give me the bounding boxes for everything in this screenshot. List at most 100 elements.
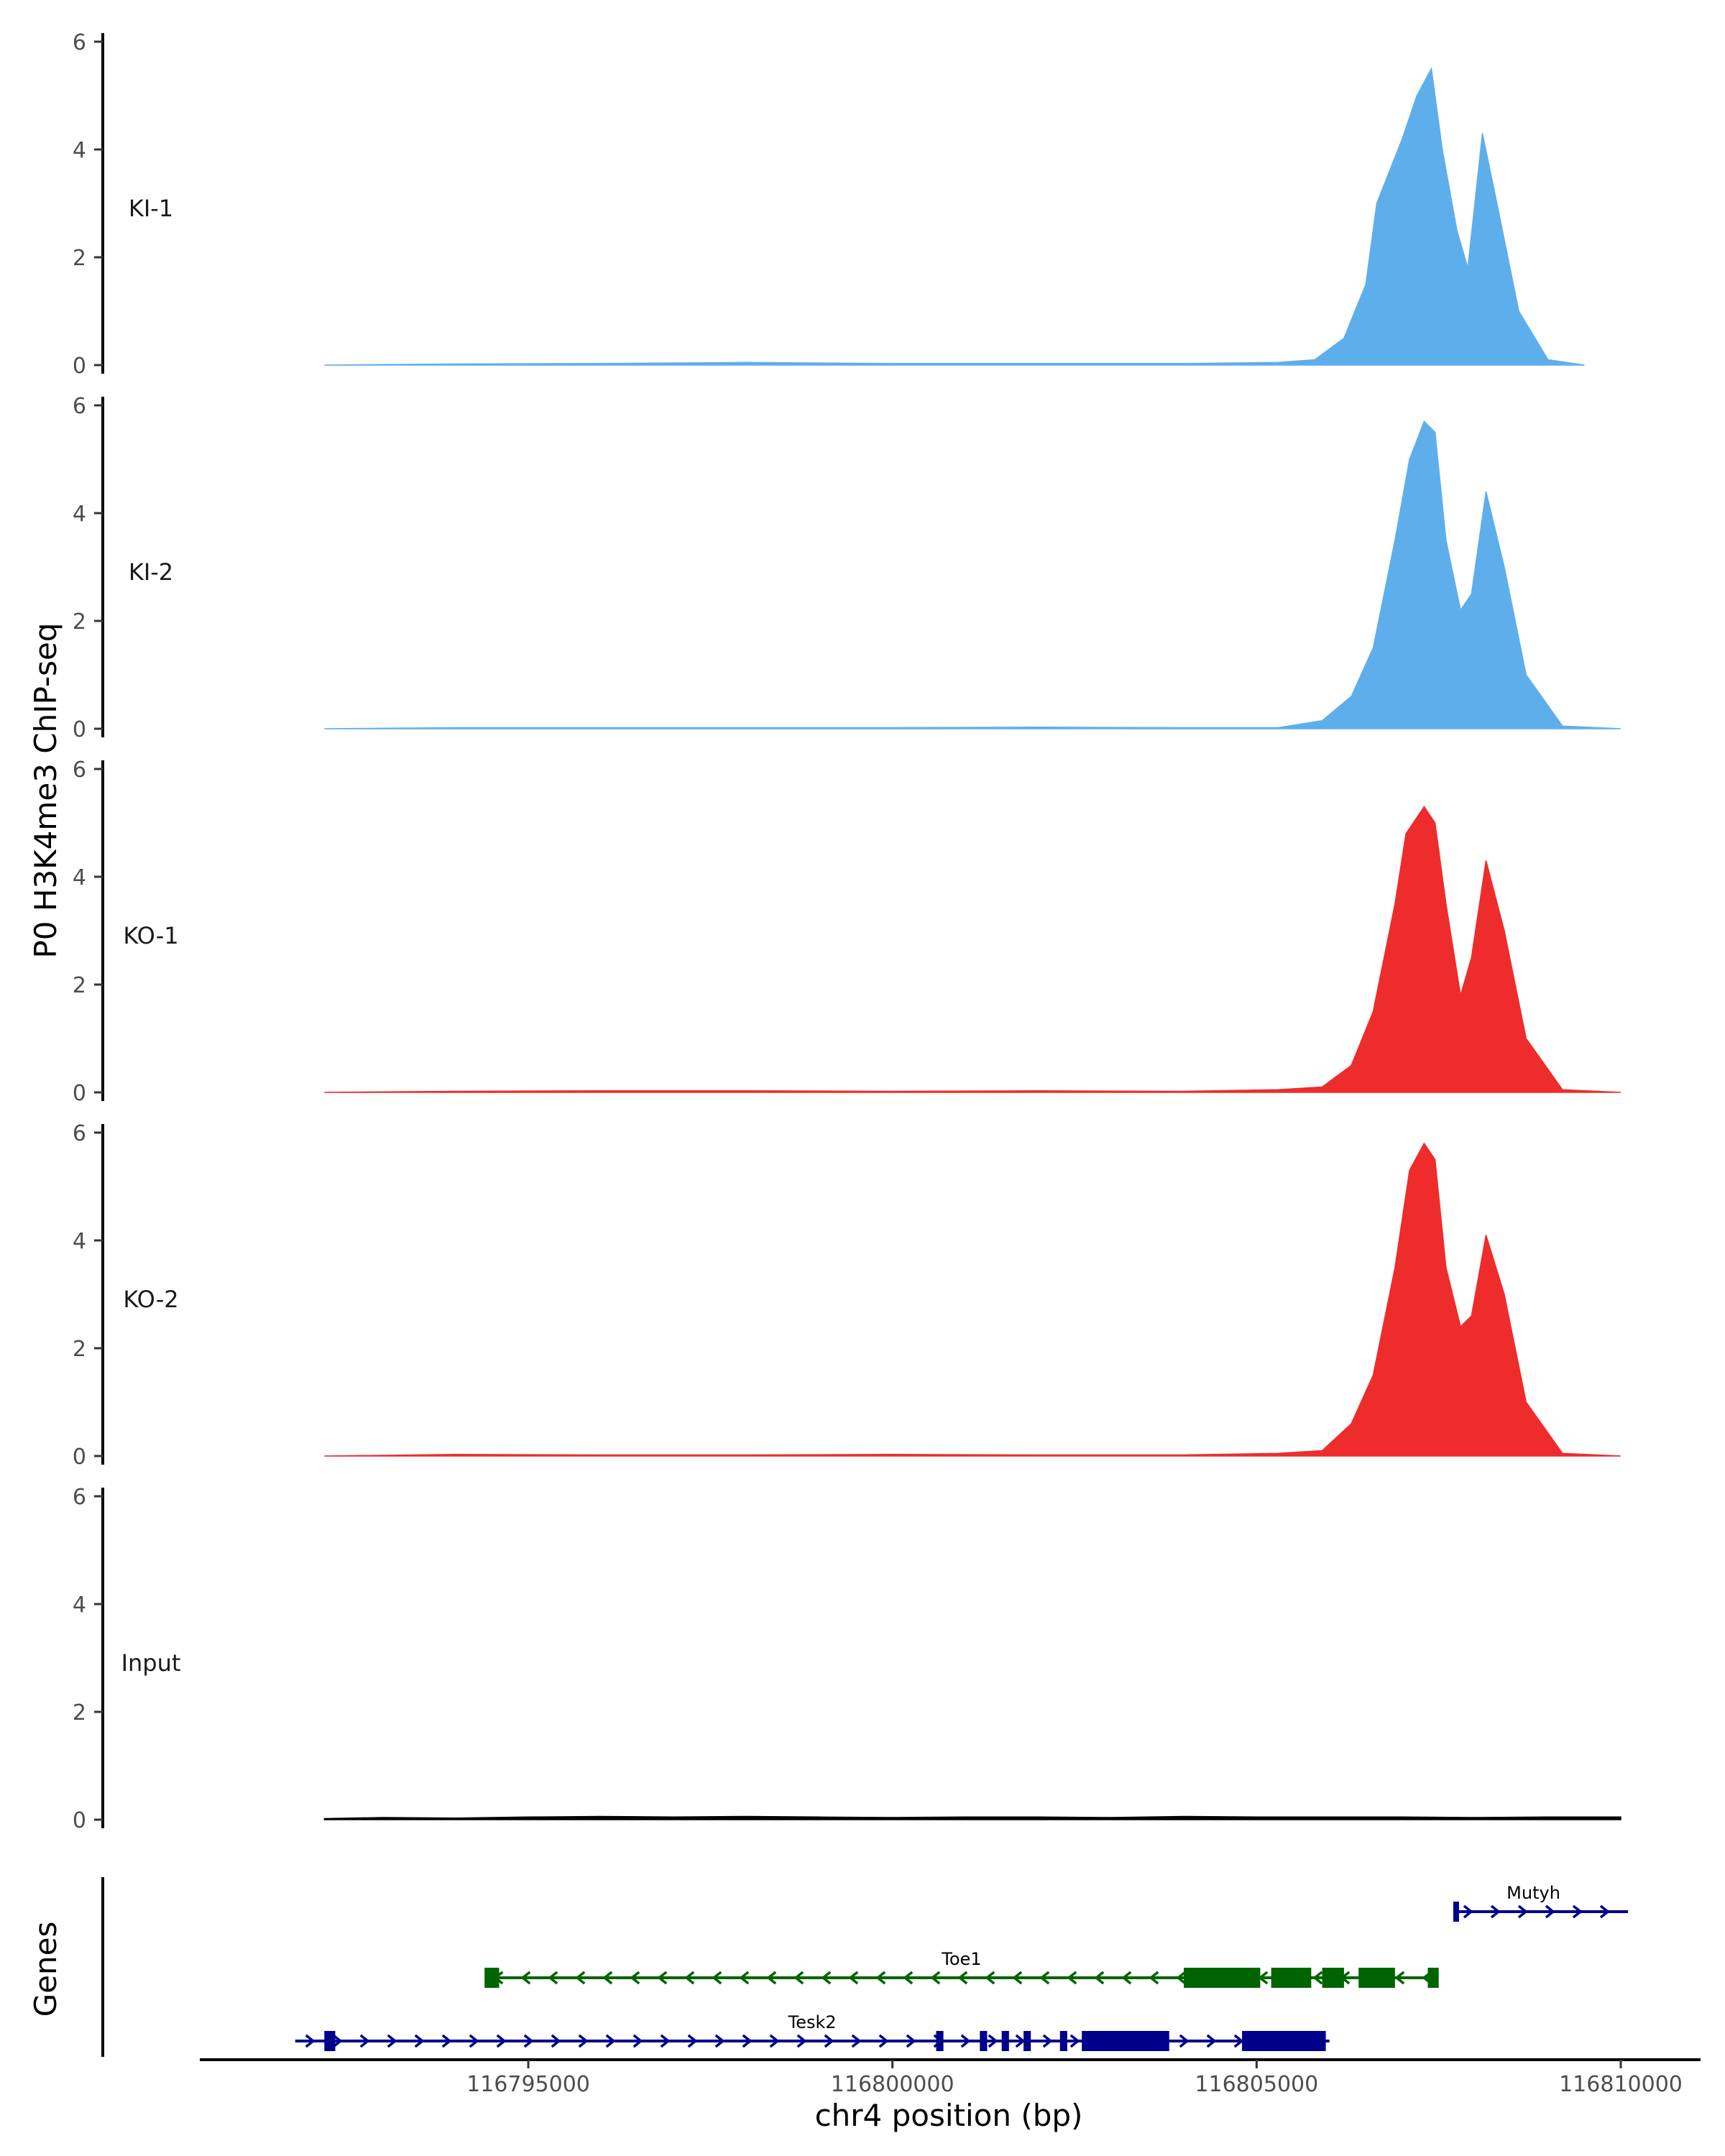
strand-chevron	[602, 1971, 613, 1985]
track-ko-2: 0 2 4 6 KO-2	[73, 1121, 1622, 1470]
x-tick-label: 116800000	[831, 2072, 954, 2097]
strand-chevron	[739, 1971, 750, 1985]
x-axis: 116795000 116800000 116805000 116810000	[200, 2058, 1701, 2097]
genes-panel: Mutyh Toe1 Tesk2	[101, 1877, 1629, 2057]
strand-chevron	[520, 1971, 531, 1985]
y-tick-label: 2	[73, 973, 86, 998]
strand-chevron	[632, 2034, 643, 2048]
y-tick-label: 2	[73, 609, 86, 635]
strand-chevron	[578, 2034, 589, 2048]
strand-chevron	[684, 1971, 695, 1985]
exon	[484, 1968, 500, 1988]
strand-chevron	[875, 1971, 886, 1985]
strand-chevron	[1094, 1971, 1105, 1985]
exon	[1024, 2031, 1031, 2051]
gene-tesk2: Tesk2	[295, 2012, 1330, 2051]
strand-chevron	[1394, 1971, 1405, 1985]
strand-chevron	[821, 1971, 832, 1985]
y-tick-label: 6	[73, 394, 86, 419]
strand-chevron	[1463, 1904, 1473, 1919]
exon	[324, 2031, 336, 2051]
strand-chevron	[469, 2034, 479, 2048]
y-tick-label: 6	[73, 1485, 86, 1510]
track-ko-1: 0 2 4 6 KO-1	[73, 757, 1622, 1106]
strand-chevron	[906, 2034, 916, 2048]
strand-chevron	[414, 2034, 425, 2048]
strand-chevron	[851, 2034, 862, 2048]
y-tick-label: 4	[73, 1593, 86, 1618]
track-label: KO-2	[123, 1286, 178, 1313]
strand-chevron	[1233, 2034, 1244, 2048]
strand-chevron	[332, 2034, 343, 2048]
strand-chevron	[769, 2034, 780, 2048]
strand-chevron	[1572, 1904, 1583, 1919]
x-tick-label: 116795000	[466, 2072, 590, 2097]
track-label: KO-1	[123, 922, 178, 949]
strand-chevron	[1206, 2034, 1217, 2048]
exon	[980, 2031, 988, 2051]
gene-label: Mutyh	[1506, 1883, 1560, 1903]
exon	[1427, 1968, 1439, 1988]
strand-chevron	[496, 2034, 507, 2048]
gene-label: Tesk2	[788, 2012, 837, 2032]
strand-chevron	[1517, 1904, 1528, 1919]
exon	[1242, 2031, 1326, 2051]
strand-chevron	[1015, 2034, 1026, 2048]
strand-chevron	[848, 1971, 859, 1985]
exon	[936, 2031, 944, 2051]
strand-chevron	[766, 1971, 777, 1985]
strand-chevron	[985, 1971, 995, 1985]
strand-chevron	[1042, 2034, 1053, 2048]
signal-area-ki-1	[324, 67, 1585, 366]
strand-chevron	[660, 2034, 671, 2048]
strand-chevron	[1179, 2034, 1190, 2048]
strand-chevron	[796, 2034, 807, 2048]
strand-chevron	[878, 2034, 889, 2048]
y-tick-label: 6	[73, 1121, 86, 1146]
y-tick-label: 2	[73, 1700, 86, 1726]
strand-chevron	[1312, 1971, 1323, 1985]
signal-area-ko-1	[324, 806, 1622, 1093]
strand-chevron	[988, 2034, 998, 2048]
strand-chevron	[1012, 1971, 1023, 1985]
strand-chevron	[1545, 1904, 1555, 1919]
gene-label: Toe1	[941, 1949, 981, 1969]
track-label: Input	[121, 1649, 181, 1677]
y-tick-label: 0	[73, 354, 86, 379]
strand-chevron	[742, 2034, 753, 2048]
strand-chevron	[305, 2034, 316, 2048]
y-tick-label: 6	[73, 757, 86, 783]
exon	[1453, 1902, 1459, 1922]
strand-chevron	[930, 1971, 941, 1985]
strand-chevron	[824, 2034, 834, 2048]
strand-chevron	[687, 2034, 698, 2048]
track-label: KI-1	[129, 195, 173, 222]
y-tick-label: 4	[73, 502, 86, 527]
exon	[1184, 1968, 1261, 1988]
track-ki-1: 0 2 4 6 KI-1	[73, 30, 1585, 379]
x-tick-label: 116810000	[1559, 2072, 1683, 2097]
strand-chevron	[957, 1971, 968, 1985]
strand-chevron	[523, 2034, 534, 2048]
y-tick-label: 0	[73, 1445, 86, 1470]
strand-chevron	[657, 1971, 668, 1985]
strand-chevron	[1070, 2034, 1080, 2048]
strand-chevron	[441, 2034, 452, 2048]
exon	[1001, 2031, 1009, 2051]
y-tick-label: 4	[73, 138, 86, 163]
exon	[1059, 2031, 1067, 2051]
y-tick-label: 0	[73, 717, 86, 742]
y-tick-label: 4	[73, 865, 86, 890]
strand-chevron	[575, 1971, 586, 1985]
signal-area-ki-2	[324, 420, 1622, 729]
strand-chevron	[548, 1971, 558, 1985]
strand-chevron	[1039, 1971, 1050, 1985]
strand-chevron	[1176, 1971, 1187, 1985]
strand-chevron	[551, 2034, 561, 2048]
strand-chevron	[960, 2034, 971, 2048]
strand-chevron	[714, 2034, 725, 2048]
genes-axis-title: Genes	[28, 1922, 63, 2017]
strand-chevron	[1490, 1904, 1501, 1919]
track-label: KI-2	[129, 558, 173, 586]
